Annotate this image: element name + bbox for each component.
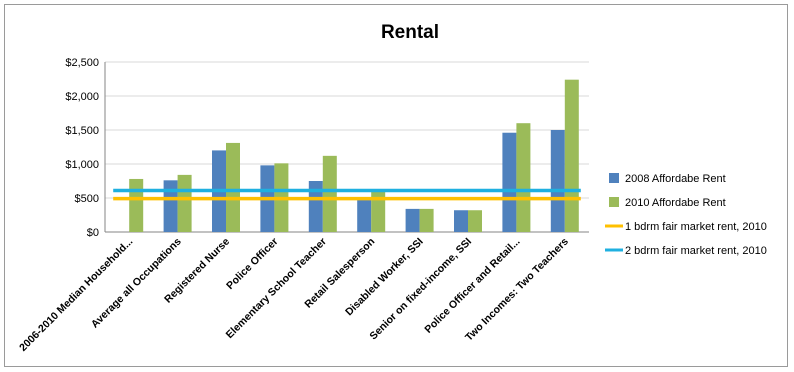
legend-swatch: [609, 173, 619, 183]
legend: 2008 Affordabe Rent 2010 Affordabe Rent 1 …: [605, 173, 767, 257]
y-axis: $0 $500 $1,000 $1,500 $2,000 $2,500: [65, 57, 106, 239]
legend-label: 2010 Affordabe Rent: [625, 197, 726, 209]
bar-2010: [129, 178, 144, 232]
bar-2008: [163, 180, 178, 232]
legend-label: 2008 Affordabe Rent: [625, 173, 726, 185]
y-tick-label: $0: [87, 227, 99, 239]
bar-2010: [322, 155, 337, 232]
bar-2008: [405, 208, 420, 232]
y-tick-label: $2,000: [65, 91, 99, 103]
legend-swatch: [609, 197, 619, 207]
bar-2010: [468, 210, 482, 232]
x-tick-label: Police Officer and Retail...: [422, 236, 522, 336]
y-tick-label: $1,000: [65, 159, 99, 171]
bar-2010: [226, 142, 240, 232]
bar-2008: [550, 130, 565, 232]
x-tick-label: Senior on fixed-income, SSI: [367, 236, 474, 343]
bar-2010: [371, 191, 386, 232]
reference-lines: [113, 188, 581, 201]
chart-frame: Rental $0 $500 $1,000 $1,500 $2,000 $2,500 20…: [4, 4, 788, 367]
y-tick-label: $1,500: [65, 125, 99, 137]
rental-chart: Rental $0 $500 $1,000 $1,500 $2,000 $2,500 20…: [17, 22, 767, 354]
x-tick-label: Elementary School Teacher: [224, 236, 329, 341]
bars: [129, 79, 579, 233]
bar-2008: [454, 210, 468, 232]
legend-label: 1 bdrm fair market rent, 2010: [625, 221, 767, 233]
legend-label: 2 bdrm fair market rent, 2010: [625, 245, 767, 257]
bar-2008: [502, 132, 517, 232]
x-tick-label: Two Incomes: Two Teachers: [463, 236, 571, 344]
y-tick-label: $2,500: [65, 57, 99, 69]
bar-2010: [564, 79, 579, 233]
bar-2010: [516, 123, 531, 232]
bar-2008: [308, 181, 323, 232]
bar-2010: [177, 174, 192, 232]
x-axis: 2006-2010 Median Household...Average all…: [17, 236, 571, 354]
x-tick-label: Average all Occupations: [89, 236, 184, 331]
chart-title: Rental: [381, 22, 439, 43]
bar-2008: [357, 200, 372, 232]
bar-2010: [419, 208, 434, 232]
y-tick-label: $500: [75, 193, 99, 205]
